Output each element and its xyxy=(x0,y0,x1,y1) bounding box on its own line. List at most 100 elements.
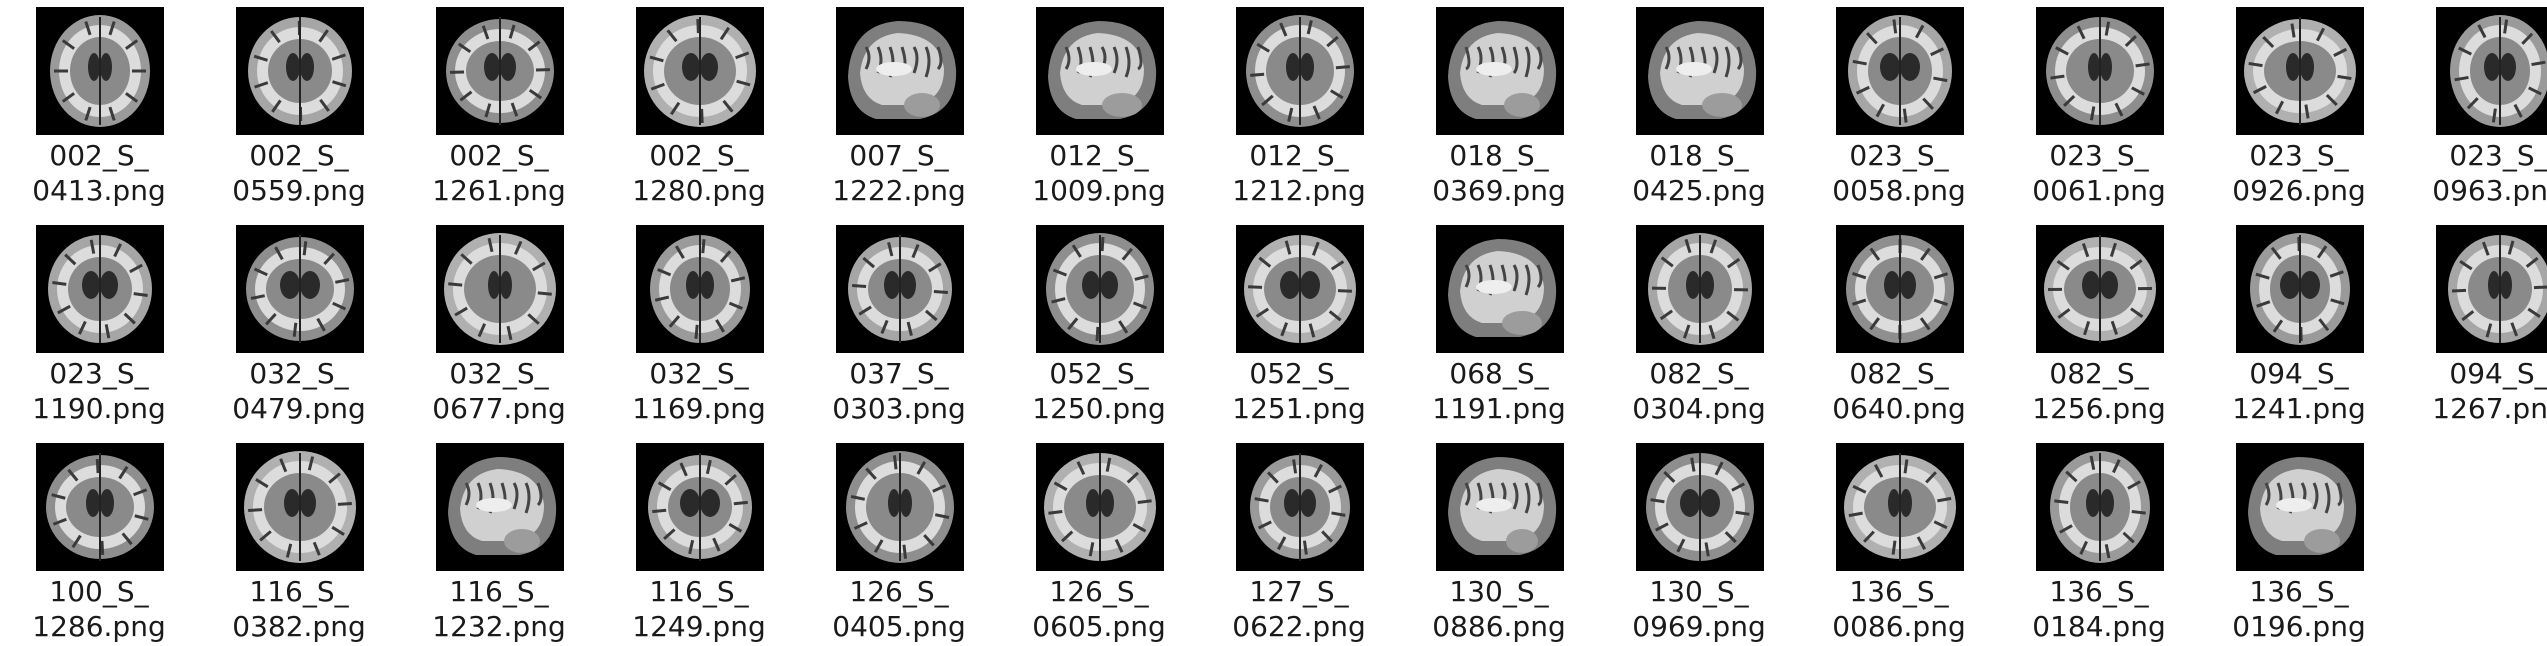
file-name-label[interactable]: 037_S_ 0303.png xyxy=(800,356,998,426)
file-name-label[interactable]: 002_S_ 1280.png xyxy=(600,138,798,208)
file-item[interactable]: 002_S_ 1280.png xyxy=(600,0,798,210)
file-item[interactable]: 012_S_ 1009.png xyxy=(1000,0,1198,210)
file-item[interactable]: 126_S_ 0405.png xyxy=(800,436,998,646)
brain-mri-slice-icon[interactable] xyxy=(1236,7,1364,135)
brain-mri-slice-icon[interactable] xyxy=(2236,443,2364,571)
file-name-label[interactable]: 023_S_ 0058.png xyxy=(1800,138,1998,208)
file-item[interactable]: 130_S_ 0886.png xyxy=(1400,436,1598,646)
brain-mri-slice-icon[interactable] xyxy=(836,7,964,135)
file-item[interactable]: 023_S_0963.png xyxy=(2400,0,2547,210)
file-name-label[interactable]: 032_S_ 1169.png xyxy=(600,356,798,426)
brain-mri-slice-icon[interactable] xyxy=(2436,7,2547,135)
file-item[interactable]: 116_S_ 0382.png xyxy=(200,436,398,646)
file-name-label[interactable]: 007_S_ 1222.png xyxy=(800,138,998,208)
brain-mri-slice-icon[interactable] xyxy=(1636,225,1764,353)
file-item[interactable]: 100_S_ 1286.png xyxy=(0,436,198,646)
file-name-label[interactable]: 023_S_ 0061.png xyxy=(2000,138,2198,208)
file-name-label[interactable]: 002_S_ 0413.png xyxy=(0,138,198,208)
brain-mri-slice-icon[interactable] xyxy=(836,443,964,571)
brain-mri-slice-icon[interactable] xyxy=(836,225,964,353)
brain-mri-slice-icon[interactable] xyxy=(636,225,764,353)
file-name-label[interactable]: 136_S_ 0196.png xyxy=(2200,574,2398,644)
brain-mri-slice-icon[interactable] xyxy=(1236,443,1364,571)
brain-mri-slice-icon[interactable] xyxy=(2036,225,2164,353)
file-name-label[interactable]: 052_S_ 1251.png xyxy=(1200,356,1398,426)
file-item[interactable]: 012_S_ 1212.png xyxy=(1200,0,1398,210)
file-item[interactable]: 023_S_ 0061.png xyxy=(2000,0,2198,210)
file-name-label[interactable]: 082_S_ 1256.png xyxy=(2000,356,2198,426)
file-name-label[interactable]: 018_S_ 0369.png xyxy=(1400,138,1598,208)
file-item[interactable]: 052_S_ 1250.png xyxy=(1000,218,1198,428)
file-item[interactable]: 002_S_ 0413.png xyxy=(0,0,198,210)
file-name-label[interactable]: 052_S_ 1250.png xyxy=(1000,356,1198,426)
file-item[interactable]: 032_S_ 0479.png xyxy=(200,218,398,428)
file-item[interactable]: 126_S_ 0605.png xyxy=(1000,436,1198,646)
brain-mri-slice-icon[interactable] xyxy=(1236,225,1364,353)
file-item[interactable]: 002_S_ 1261.png xyxy=(400,0,598,210)
file-item[interactable]: 136_S_ 0196.png xyxy=(2200,436,2398,646)
file-name-label[interactable]: 136_S_ 0184.png xyxy=(2000,574,2198,644)
brain-mri-slice-icon[interactable] xyxy=(1036,225,1164,353)
file-name-label[interactable]: 032_S_ 0479.png xyxy=(200,356,398,426)
brain-mri-slice-icon[interactable] xyxy=(1036,7,1164,135)
file-name-label[interactable]: 023_S_ 0926.png xyxy=(2200,138,2398,208)
brain-mri-slice-icon[interactable] xyxy=(1636,7,1764,135)
file-name-label[interactable]: 130_S_ 0969.png xyxy=(1600,574,1798,644)
file-item[interactable]: 007_S_ 1222.png xyxy=(800,0,998,210)
file-item[interactable]: 094_S_1267.png xyxy=(2400,218,2547,428)
brain-mri-slice-icon[interactable] xyxy=(1436,225,1564,353)
file-name-label[interactable]: 094_S_ 1241.png xyxy=(2200,356,2398,426)
file-name-label[interactable]: 023_S_ 1190.png xyxy=(0,356,198,426)
brain-mri-slice-icon[interactable] xyxy=(1836,7,1964,135)
brain-mri-slice-icon[interactable] xyxy=(436,443,564,571)
brain-mri-slice-icon[interactable] xyxy=(36,225,164,353)
file-item[interactable]: 130_S_ 0969.png xyxy=(1600,436,1798,646)
file-item[interactable]: 082_S_ 1256.png xyxy=(2000,218,2198,428)
file-item[interactable]: 116_S_ 1249.png xyxy=(600,436,798,646)
file-item[interactable]: 018_S_ 0425.png xyxy=(1600,0,1798,210)
brain-mri-slice-icon[interactable] xyxy=(1636,443,1764,571)
brain-mri-slice-icon[interactable] xyxy=(636,7,764,135)
file-name-label[interactable]: 116_S_ 1249.png xyxy=(600,574,798,644)
brain-mri-slice-icon[interactable] xyxy=(2236,7,2364,135)
file-item[interactable]: 136_S_ 0184.png xyxy=(2000,436,2198,646)
file-name-label[interactable]: 002_S_ 1261.png xyxy=(400,138,598,208)
brain-mri-slice-icon[interactable] xyxy=(1836,443,1964,571)
file-item[interactable]: 082_S_ 0640.png xyxy=(1800,218,1998,428)
file-name-label[interactable]: 116_S_ 0382.png xyxy=(200,574,398,644)
file-item[interactable]: 002_S_ 0559.png xyxy=(200,0,398,210)
file-name-label[interactable]: 032_S_ 0677.png xyxy=(400,356,598,426)
file-item[interactable]: 023_S_ 0926.png xyxy=(2200,0,2398,210)
brain-mri-slice-icon[interactable] xyxy=(236,443,364,571)
file-name-label[interactable]: 094_S_1267.png xyxy=(2400,356,2547,426)
brain-mri-slice-icon[interactable] xyxy=(36,7,164,135)
brain-mri-slice-icon[interactable] xyxy=(1836,225,1964,353)
brain-mri-slice-icon[interactable] xyxy=(36,443,164,571)
brain-mri-slice-icon[interactable] xyxy=(2436,225,2547,353)
file-name-label[interactable]: 012_S_ 1212.png xyxy=(1200,138,1398,208)
file-item[interactable]: 136_S_ 0086.png xyxy=(1800,436,1998,646)
brain-mri-slice-icon[interactable] xyxy=(436,7,564,135)
brain-mri-slice-icon[interactable] xyxy=(2236,225,2364,353)
file-name-label[interactable]: 126_S_ 0405.png xyxy=(800,574,998,644)
file-item[interactable]: 116_S_ 1232.png xyxy=(400,436,598,646)
file-name-label[interactable]: 068_S_ 1191.png xyxy=(1400,356,1598,426)
file-item[interactable]: 037_S_ 0303.png xyxy=(800,218,998,428)
file-name-label[interactable]: 082_S_ 0640.png xyxy=(1800,356,1998,426)
file-item[interactable]: 032_S_ 1169.png xyxy=(600,218,798,428)
file-item[interactable]: 023_S_ 0058.png xyxy=(1800,0,1998,210)
file-name-label[interactable]: 082_S_ 0304.png xyxy=(1600,356,1798,426)
file-name-label[interactable]: 116_S_ 1232.png xyxy=(400,574,598,644)
file-item[interactable]: 094_S_ 1241.png xyxy=(2200,218,2398,428)
brain-mri-slice-icon[interactable] xyxy=(436,225,564,353)
file-item[interactable]: 082_S_ 0304.png xyxy=(1600,218,1798,428)
file-name-label[interactable]: 100_S_ 1286.png xyxy=(0,574,198,644)
file-name-label[interactable]: 012_S_ 1009.png xyxy=(1000,138,1198,208)
file-item[interactable]: 023_S_ 1190.png xyxy=(0,218,198,428)
brain-mri-slice-icon[interactable] xyxy=(2036,7,2164,135)
brain-mri-slice-icon[interactable] xyxy=(636,443,764,571)
brain-mri-slice-icon[interactable] xyxy=(236,7,364,135)
file-item[interactable]: 127_S_ 0622.png xyxy=(1200,436,1398,646)
brain-mri-slice-icon[interactable] xyxy=(1436,443,1564,571)
brain-mri-slice-icon[interactable] xyxy=(236,225,364,353)
